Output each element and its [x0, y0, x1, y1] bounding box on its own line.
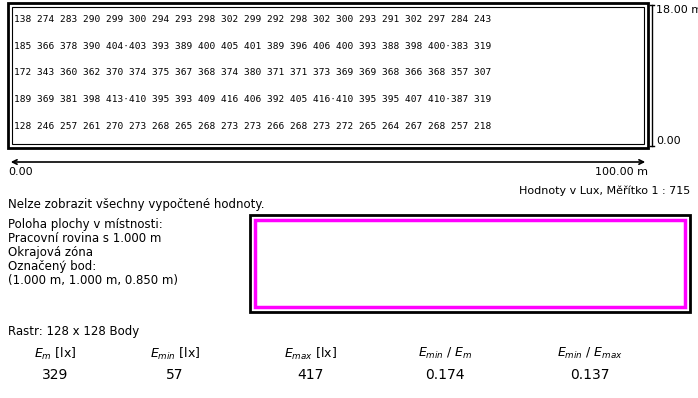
- Text: 0.00: 0.00: [656, 136, 681, 146]
- Text: $E_{min}$ [lx]: $E_{min}$ [lx]: [150, 346, 200, 362]
- Text: 0.00: 0.00: [8, 167, 33, 177]
- Text: 138 274 283 290 299 300 294 293 298 302 299 292 298 302 300 293 291 302 297 284 : 138 274 283 290 299 300 294 293 298 302 …: [14, 15, 491, 24]
- Text: Nelze zobrazit všechny vypočtené hodnoty.: Nelze zobrazit všechny vypočtené hodnoty…: [8, 198, 265, 211]
- Text: Rastr: 128 x 128 Body: Rastr: 128 x 128 Body: [8, 325, 139, 338]
- Text: 18.00 m: 18.00 m: [656, 5, 698, 15]
- Bar: [250, 215, 690, 312]
- Text: Pracovní rovina s 1.000 m: Pracovní rovina s 1.000 m: [8, 232, 161, 245]
- Text: 329: 329: [42, 368, 68, 382]
- Bar: [8, 3, 648, 148]
- Text: $E_{min}$ / $E_m$: $E_{min}$ / $E_m$: [417, 346, 473, 361]
- Text: 128 246 257 261 270 273 268 265 268 273 273 266 268 273 272 265 264 267 268 257 : 128 246 257 261 270 273 268 265 268 273 …: [14, 122, 491, 131]
- Text: $E_m$ [lx]: $E_m$ [lx]: [34, 346, 76, 362]
- Text: 0.174: 0.174: [425, 368, 465, 382]
- Text: 417: 417: [297, 368, 323, 382]
- Text: Označený bod:: Označený bod:: [8, 260, 96, 273]
- Text: 189 369 381 398 413·410 395 393 409 416 406 392 405 416·410 395 395 407 410·387 : 189 369 381 398 413·410 395 393 409 416 …: [14, 95, 491, 104]
- Text: Okrajová zóna: Okrajová zóna: [8, 246, 93, 259]
- Text: 185 366 378 390 404·403 393 389 400 405 401 389 396 406 400 393 388 398 400·383 : 185 366 378 390 404·403 393 389 400 405 …: [14, 42, 491, 51]
- Bar: [12, 7, 644, 144]
- Text: 100.00 m: 100.00 m: [595, 167, 648, 177]
- Text: 172 343 360 362 370 374 375 367 368 374 380 371 371 373 369 369 368 366 368 357 : 172 343 360 362 370 374 375 367 368 374 …: [14, 68, 491, 77]
- Text: 0.137: 0.137: [570, 368, 610, 382]
- Bar: [255, 220, 685, 307]
- Text: $E_{min}$ / $E_{max}$: $E_{min}$ / $E_{max}$: [557, 346, 623, 361]
- Text: Hodnoty v Lux, Měřítko 1 : 715: Hodnoty v Lux, Měřítko 1 : 715: [519, 185, 690, 195]
- Text: $E_{max}$ [lx]: $E_{max}$ [lx]: [283, 346, 336, 362]
- Text: (1.000 m, 1.000 m, 0.850 m): (1.000 m, 1.000 m, 0.850 m): [8, 274, 178, 287]
- Text: Poloha plochy v místnosti:: Poloha plochy v místnosti:: [8, 218, 163, 231]
- Text: 57: 57: [166, 368, 184, 382]
